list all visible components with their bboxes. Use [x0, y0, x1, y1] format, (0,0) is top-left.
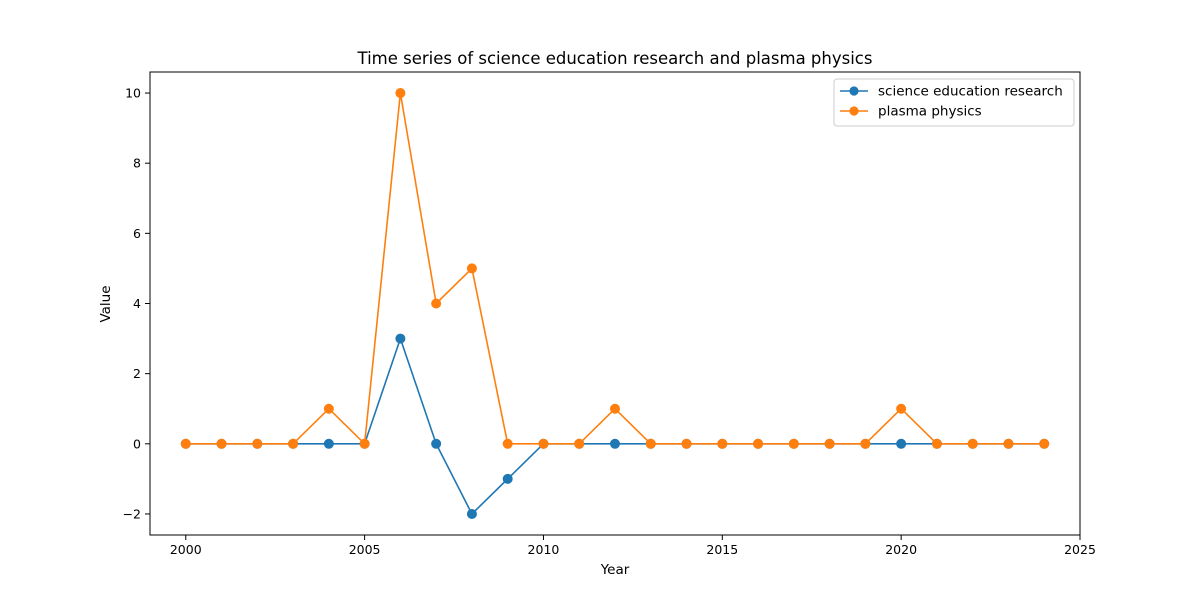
- data-point: [896, 438, 907, 449]
- chart-title: Time series of science education researc…: [357, 49, 873, 68]
- legend-marker: [849, 86, 859, 96]
- y-axis-title: Value: [98, 285, 114, 322]
- data-point: [645, 438, 656, 449]
- y-tick-label: 6: [133, 226, 141, 241]
- data-point: [717, 438, 728, 449]
- data-point: [395, 333, 406, 344]
- data-point: [931, 438, 942, 449]
- legend: science education research plasma physics: [833, 78, 1075, 127]
- x-tick-label: 2005: [349, 542, 381, 557]
- data-point: [502, 438, 513, 449]
- plot-area: 2000 2005 2010 2015 2020 2025 −2 0 2 4 6 8 10: [123, 71, 1096, 557]
- data-point: [395, 88, 406, 99]
- data-point: [431, 298, 442, 309]
- x-tick-label: 2015: [706, 542, 738, 557]
- data-point: [288, 438, 299, 449]
- data-point: [788, 438, 799, 449]
- data-point: [860, 438, 871, 449]
- data-point: [574, 438, 585, 449]
- y-tick-label: 0: [133, 436, 141, 451]
- x-axis-title: Year: [600, 562, 630, 578]
- legend-marker: [849, 106, 859, 116]
- data-point: [896, 403, 907, 414]
- y-tick-label: 4: [133, 296, 141, 311]
- x-tick-label: 2010: [528, 542, 560, 557]
- data-point: [538, 438, 549, 449]
- data-point: [180, 438, 191, 449]
- data-point: [753, 438, 764, 449]
- data-point: [252, 438, 263, 449]
- data-point: [323, 438, 334, 449]
- legend-label: plasma physics: [878, 104, 982, 120]
- y-tick-label: 10: [125, 86, 141, 101]
- data-point: [431, 438, 442, 449]
- data-point: [359, 438, 370, 449]
- axes-frame: [149, 71, 1081, 536]
- data-point: [824, 438, 835, 449]
- y-tick-label: 2: [133, 366, 141, 381]
- data-point: [610, 438, 621, 449]
- data-point: [681, 438, 692, 449]
- data-point: [610, 403, 621, 414]
- x-tick-label: 2000: [170, 542, 202, 557]
- y-tick-label: −2: [123, 506, 141, 521]
- x-tick-label: 2025: [1064, 542, 1096, 557]
- data-point: [967, 438, 978, 449]
- data-point: [502, 473, 513, 484]
- data-point: [1003, 438, 1014, 449]
- data-point: [216, 438, 227, 449]
- legend-label: science education research: [878, 84, 1063, 100]
- y-tick-label: 8: [133, 156, 141, 171]
- legend-box: [833, 78, 1075, 127]
- x-tick-label: 2020: [885, 542, 917, 557]
- data-point: [1039, 438, 1050, 449]
- data-point: [466, 263, 477, 274]
- data-point: [466, 508, 477, 519]
- data-point: [323, 403, 334, 414]
